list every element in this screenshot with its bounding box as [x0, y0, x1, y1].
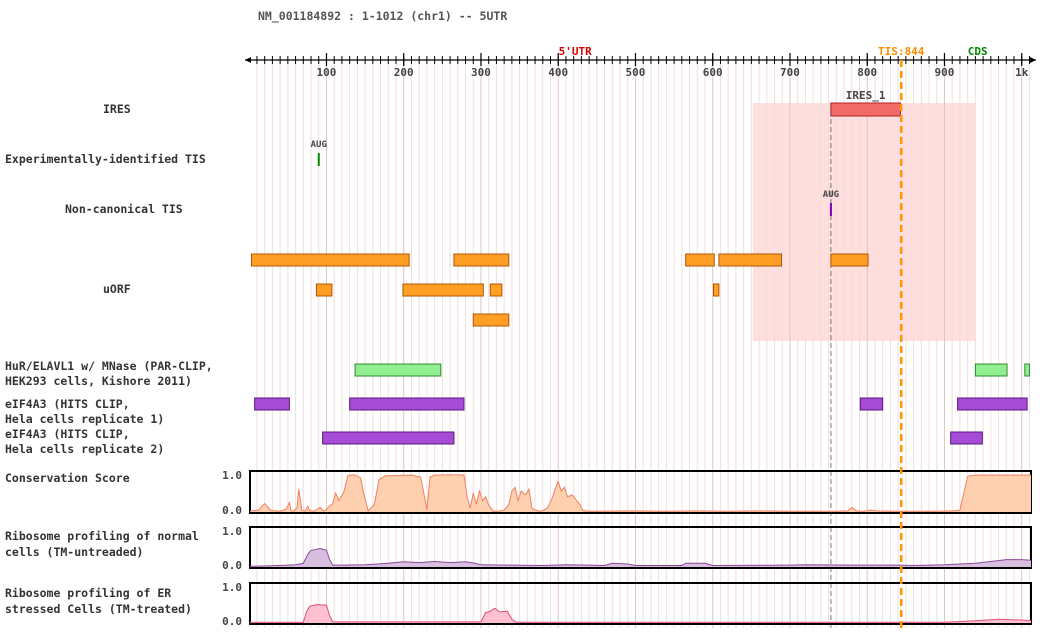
uorf-feature	[713, 283, 720, 297]
ruler-tick-label: 600	[703, 66, 723, 79]
track-label-uorf: uORF	[103, 282, 131, 296]
ribo-er-line	[250, 603, 1032, 623]
eif4a3-rep1-site	[254, 397, 290, 411]
ruler-tick-label: 900	[935, 66, 955, 79]
uorf-feature	[718, 253, 782, 267]
ruler-region-label: 5'UTR	[559, 45, 592, 58]
ruler-tick-label: 500	[626, 66, 646, 79]
conservation-ymax-label: 1.0	[222, 469, 242, 482]
uorf-feature	[453, 253, 510, 267]
exp-tis-mark-label: AUG	[311, 140, 327, 150]
eif4a3-rep1-site	[957, 397, 1028, 411]
conservation-line	[249, 474, 1031, 512]
ribo-normal-line	[249, 547, 1032, 567]
ribo-normal-ymin-label: 0.0	[222, 559, 242, 572]
ribo-er-frame	[249, 582, 1032, 625]
uorf-feature	[315, 283, 333, 297]
track-label-hur: HuR/ELAVL1 w/ MNase (PAR-CLIP, HEK293 ce…	[5, 359, 213, 388]
ruler-tick-label: 200	[394, 66, 414, 79]
ruler-region-label: CDS	[968, 45, 988, 58]
uorf-feature	[830, 253, 869, 267]
conservation-area	[250, 474, 1031, 512]
exp-tis-mark	[317, 153, 320, 166]
eif4a3-rep1-site	[349, 397, 465, 411]
ruler-tick-label: 300	[471, 66, 491, 79]
ruler-region-label: TIS:844	[878, 45, 925, 58]
ribo-normal-ymax-label: 1.0	[222, 525, 242, 538]
uorf-feature	[402, 283, 484, 297]
hur-binding-site	[1024, 363, 1030, 377]
uorf-feature	[685, 253, 715, 267]
transcript-title: NM_001184892 : 1-1012 (chr1) -- 5UTR	[258, 9, 508, 23]
ruler-left-arrow	[245, 57, 251, 63]
eif4a3-rep2-site	[950, 431, 983, 445]
ruler-tick-label: 800	[857, 66, 877, 79]
ribo-normal-frame	[249, 526, 1032, 569]
ruler-tick-label: 400	[548, 66, 568, 79]
track-label-ribo-er: Ribosome profiling of ER stressed Cells …	[5, 586, 192, 616]
hur-binding-site	[354, 363, 442, 377]
track-label-eif4a3-rep1: eIF4A3 (HITS CLIP, Hela cells replicate …	[5, 397, 165, 426]
track-label-eif4a3-rep2: eIF4A3 (HITS CLIP, Hela cells replicate …	[5, 427, 165, 456]
uorf-feature	[472, 313, 510, 327]
track-label-conservation: Conservation Score	[5, 471, 130, 485]
hur-binding-site	[974, 363, 1008, 377]
ribo-er-ymax-label: 1.0	[222, 581, 242, 594]
eif4a3-rep1-site	[859, 397, 884, 411]
track-label-noncanonical-tis: Non-canonical TIS	[65, 202, 183, 216]
ruler-right-arrow	[1030, 57, 1036, 63]
uorf-feature	[489, 283, 503, 297]
uorf-feature	[251, 253, 410, 267]
ires-highlight-region	[752, 103, 976, 341]
ruler-tick-label: 100	[317, 66, 337, 79]
noncanonical-tis-mark-label: AUG	[823, 190, 839, 200]
ires-feature-label: IRES_1	[846, 89, 886, 102]
track-label-ires: IRES	[103, 102, 131, 116]
noncanonical-tis-mark	[829, 203, 832, 216]
track-label-ribo-normal: Ribosome profiling of normal cells (TM-u…	[5, 529, 199, 559]
ribo-er-ymin-label: 0.0	[222, 615, 242, 628]
ires-feature	[830, 102, 901, 117]
track-label-exp-tis: Experimentally-identified TIS	[5, 152, 206, 166]
ruler-tick-label: 1k	[1015, 66, 1029, 79]
ribo-er-area	[250, 604, 1031, 623]
ruler-tick-label: 700	[780, 66, 800, 79]
eif4a3-rep2-site	[322, 431, 455, 445]
conservation-ymin-label: 0.0	[222, 504, 242, 517]
